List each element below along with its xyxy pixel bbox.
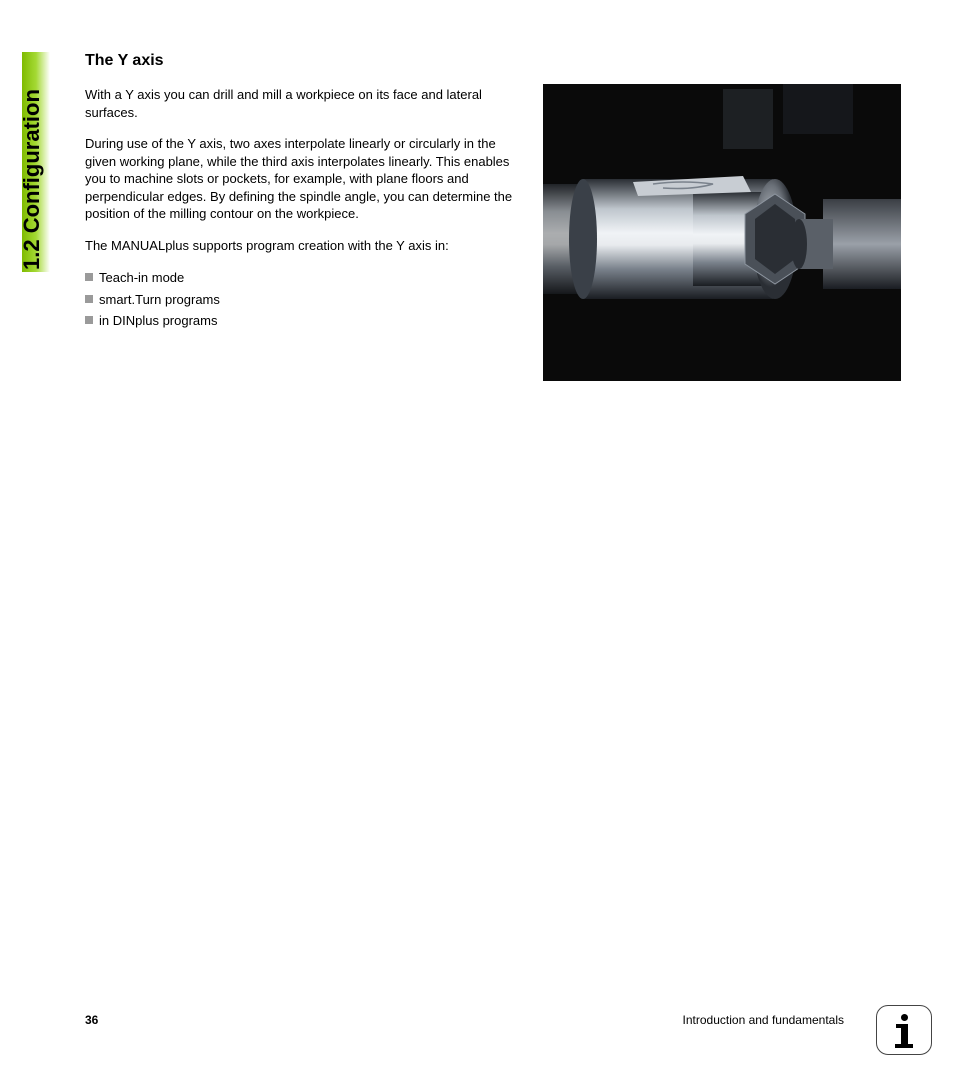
paragraph-intro: With a Y axis you can drill and mill a w… xyxy=(85,86,530,121)
info-icon xyxy=(876,1005,932,1055)
section-label: 1.2 Configuration xyxy=(19,89,45,270)
list-item: in DINplus programs xyxy=(85,311,530,331)
paragraph-list-intro: The MANUALplus supports program creation… xyxy=(85,237,530,255)
figure-workpiece xyxy=(543,84,901,381)
list-item: Teach-in mode xyxy=(85,268,530,288)
list-item: smart.Turn programs xyxy=(85,290,530,310)
content-column: The Y axis With a Y axis you can drill a… xyxy=(85,52,530,333)
page-number: 36 xyxy=(85,1013,98,1027)
footer-chapter: Introduction and fundamentals xyxy=(683,1013,844,1027)
heading-y-axis: The Y axis xyxy=(85,52,530,70)
mode-list: Teach-in mode smart.Turn programs in DIN… xyxy=(85,268,530,331)
paragraph-detail: During use of the Y axis, two axes inter… xyxy=(85,135,530,223)
